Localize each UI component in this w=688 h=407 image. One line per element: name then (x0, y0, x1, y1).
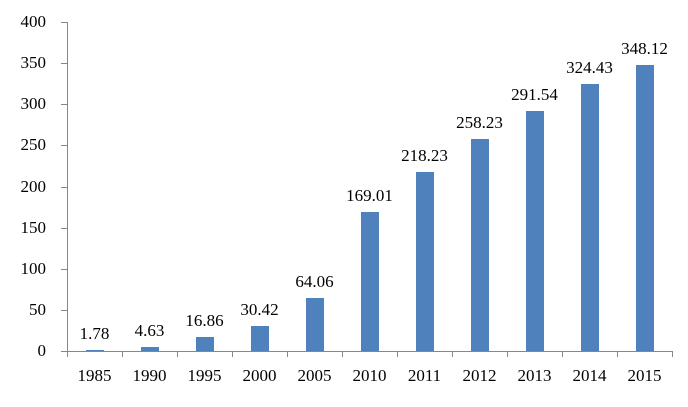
bar-2011 (415, 171, 434, 351)
bar-value-label: 30.42 (240, 299, 279, 319)
x-tick (122, 352, 123, 357)
x-tick-label: 2013 (517, 366, 552, 385)
x-tick-label: 2010 (352, 366, 387, 385)
y-tick-label: 200 (20, 177, 47, 196)
bar-1995 (195, 337, 214, 351)
bar-2010 (360, 211, 379, 351)
x-tick-label: 1985 (77, 366, 112, 385)
x-tick (177, 352, 178, 357)
bar-value-label: 64.06 (295, 272, 334, 292)
bar-value-label: 258.23 (456, 112, 503, 132)
y-tick-label: 100 (20, 259, 47, 278)
y-tick (61, 310, 67, 311)
bar-2012 (470, 138, 489, 351)
y-tick-label: 250 (20, 135, 47, 154)
bar-2000 (250, 325, 269, 351)
x-tick-label: 1990 (132, 366, 167, 385)
y-tick-label: 0 (37, 341, 47, 360)
x-tick-label: 2015 (627, 366, 662, 385)
y-tick (61, 351, 67, 352)
y-tick (61, 104, 67, 105)
y-tick (61, 145, 67, 146)
bar-2013 (525, 111, 544, 351)
bar-value-label: 348.12 (621, 38, 668, 58)
x-tick-label: 2012 (462, 366, 497, 385)
x-tick (672, 352, 673, 357)
x-tick (232, 352, 233, 357)
y-axis-line (67, 22, 68, 351)
x-tick (67, 352, 68, 357)
bar-1985 (85, 349, 104, 351)
y-tick (61, 22, 67, 23)
y-tick-label: 50 (29, 300, 46, 319)
x-tick (617, 352, 618, 357)
bar-value-label: 169.01 (346, 185, 393, 205)
bar-value-label: 218.23 (401, 145, 448, 165)
bar-value-label: 16.86 (185, 311, 224, 331)
x-axis-line (67, 351, 673, 352)
y-tick (61, 269, 67, 270)
bar-2014 (580, 84, 599, 351)
y-tick (61, 228, 67, 229)
bar-1990 (140, 347, 159, 351)
x-tick-label: 2000 (242, 366, 277, 385)
x-tick (562, 352, 563, 357)
y-tick-label: 300 (20, 94, 47, 113)
x-tick-label: 2005 (297, 366, 332, 385)
x-tick (507, 352, 508, 357)
x-tick-label: 2011 (407, 366, 442, 385)
bar-value-label: 4.63 (134, 321, 165, 341)
bar-2015 (635, 64, 654, 351)
x-tick (397, 352, 398, 357)
y-tick (61, 187, 67, 188)
x-tick (287, 352, 288, 357)
x-tick-label: 2014 (572, 366, 607, 385)
bar-value-label: 324.43 (566, 58, 613, 78)
y-tick (61, 63, 67, 64)
x-tick (452, 352, 453, 357)
x-tick (342, 352, 343, 357)
bar-value-label: 1.78 (79, 323, 110, 343)
y-tick-label: 350 (20, 53, 47, 72)
x-tick-label: 1995 (187, 366, 222, 385)
y-tick-label: 400 (20, 12, 47, 31)
bar-value-label: 291.54 (511, 85, 558, 105)
y-tick-label: 150 (20, 218, 47, 237)
bar-2005 (305, 298, 324, 351)
